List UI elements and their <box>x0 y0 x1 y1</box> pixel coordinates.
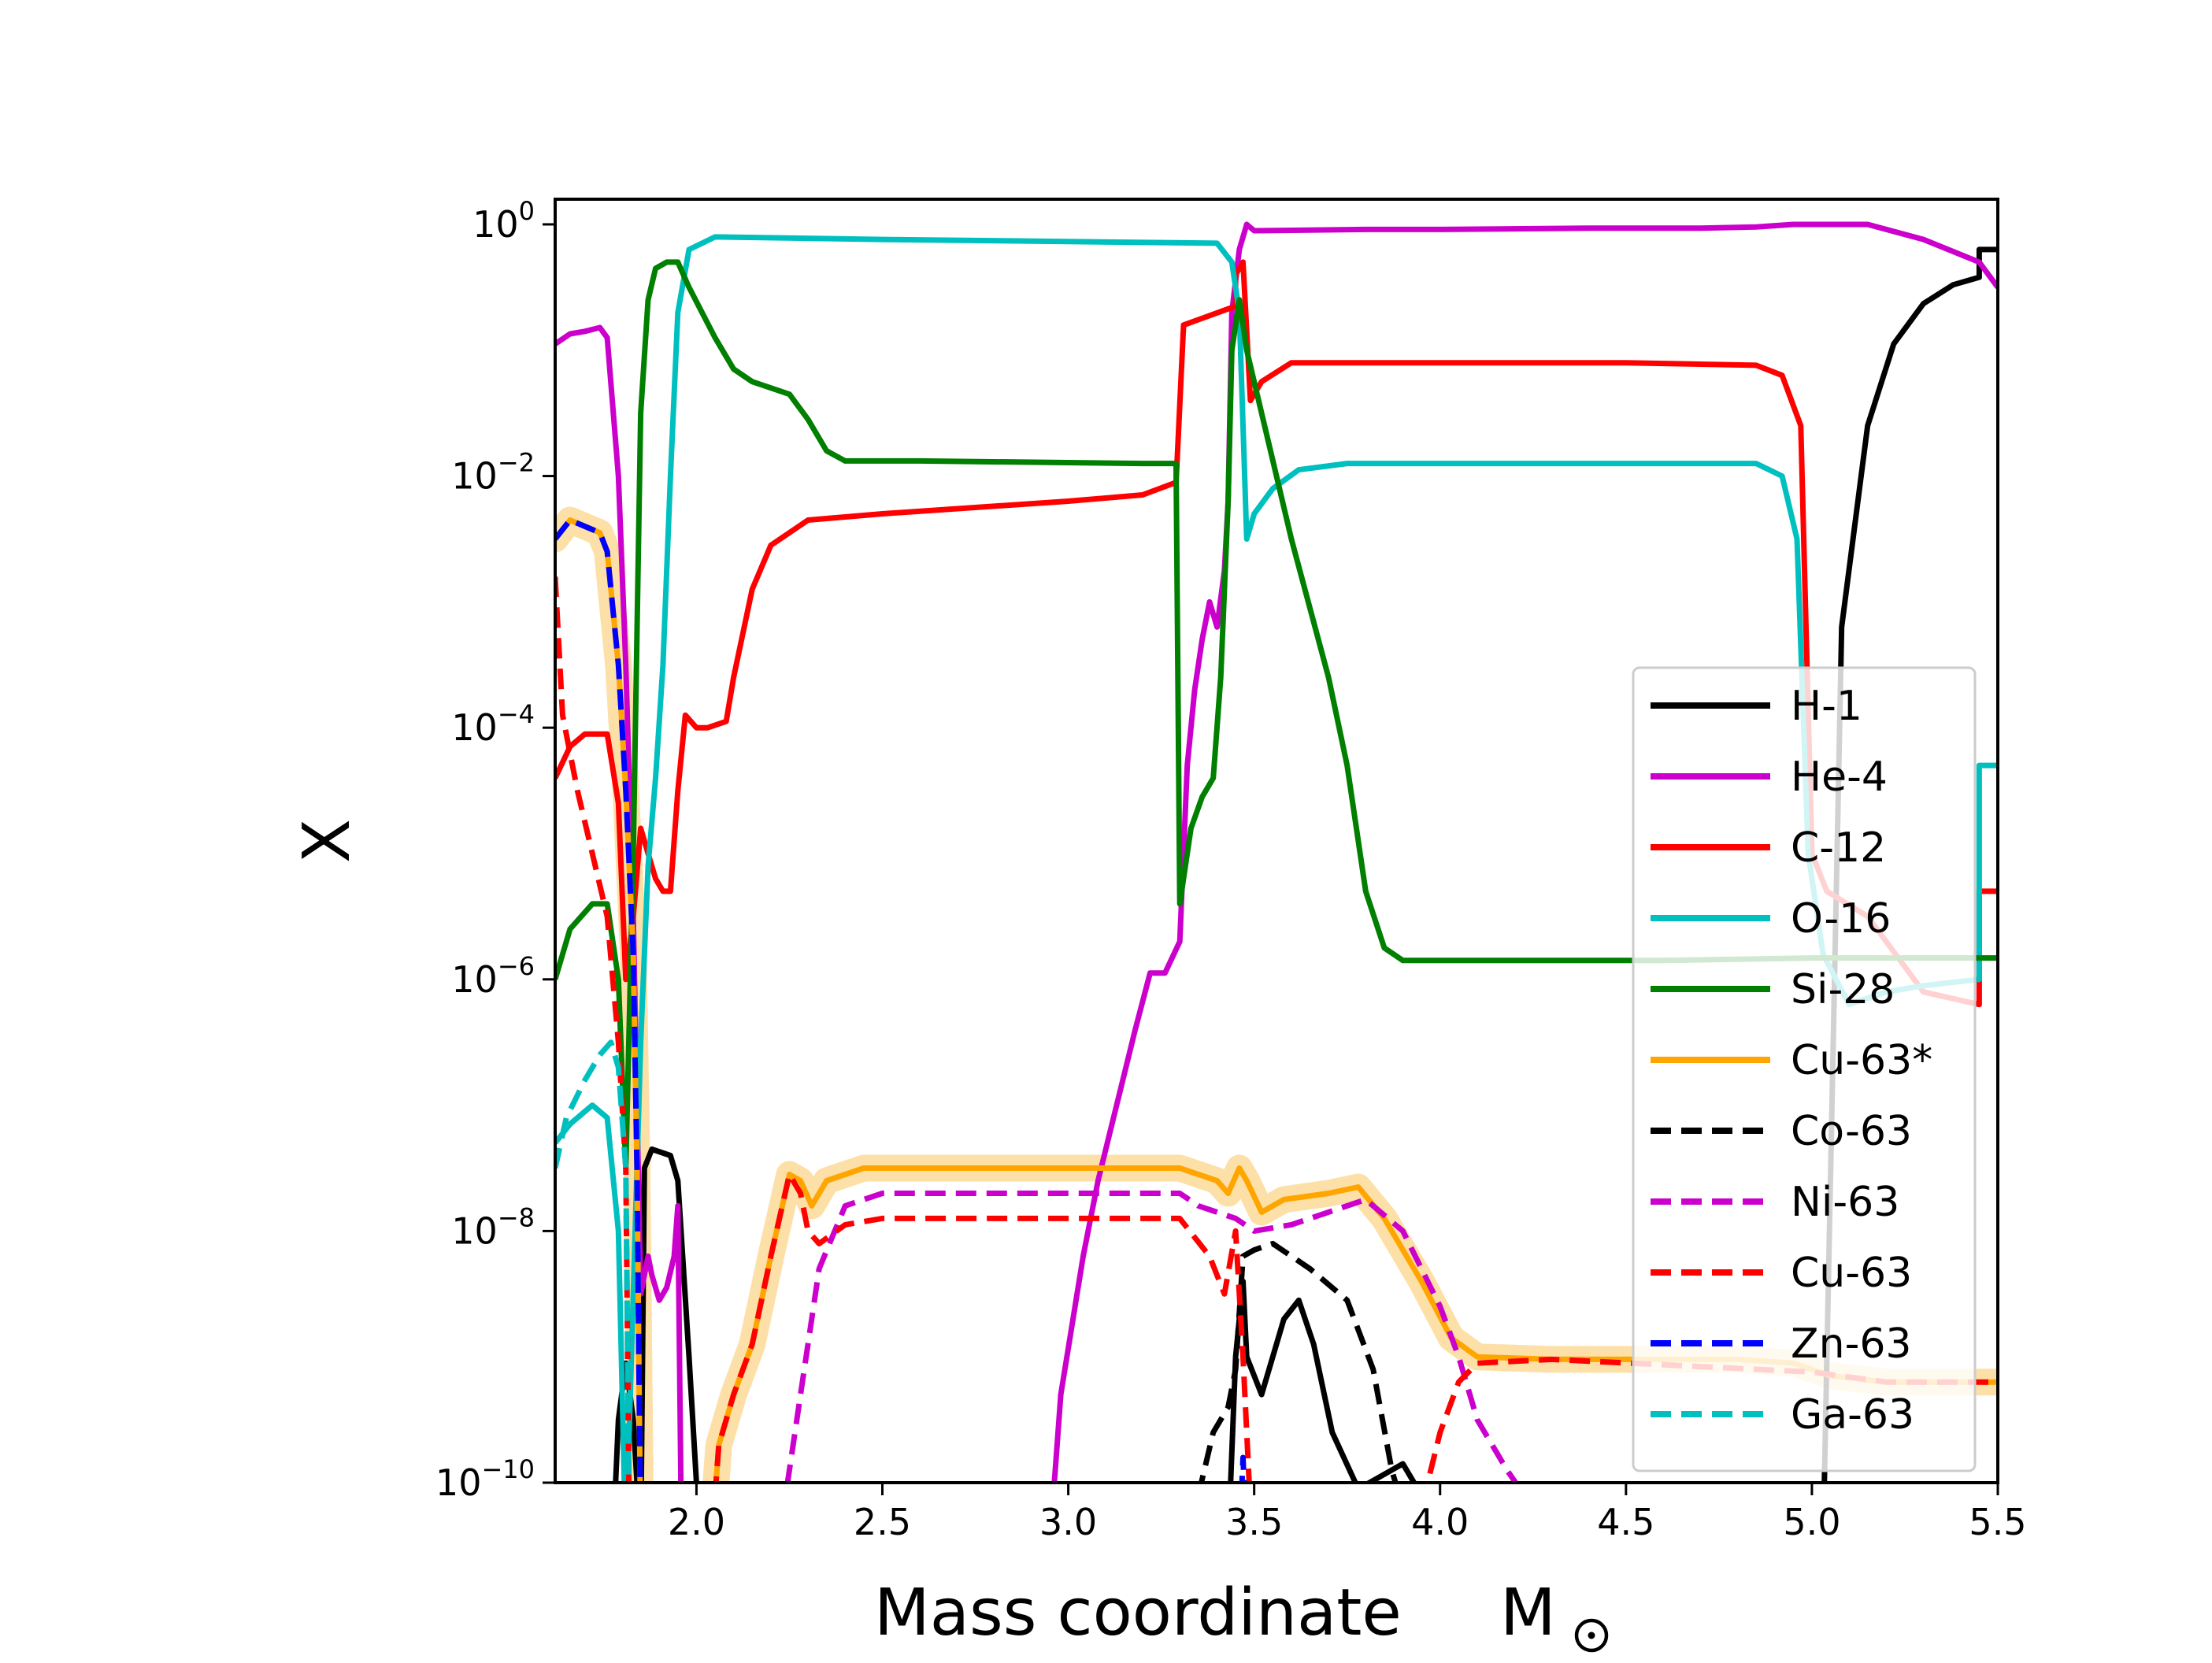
x-axis-ticks: 2.0 2.5 3.0 3.5 4.0 4.5 5.0 5.5 <box>668 1483 2027 1543</box>
x-tick-label: 4.0 <box>1411 1501 1469 1543</box>
legend-label: O-16 <box>1791 895 1891 943</box>
x-tick-label: 5.5 <box>1969 1501 2026 1543</box>
x-tick-label: 4.5 <box>1597 1501 1654 1543</box>
y-tick-label: 10−8 <box>451 1202 535 1252</box>
legend-label: C-12 <box>1791 824 1886 872</box>
x-tick-label: 3.5 <box>1225 1501 1283 1543</box>
legend-label: H-1 <box>1791 683 1862 730</box>
x-axis-title-text: Mass coordinate <box>874 1576 1402 1650</box>
y-tick-label: 100 <box>472 196 535 246</box>
legend-label: Ni-63 <box>1791 1179 1899 1226</box>
legend-label: Cu-63 <box>1791 1250 1912 1297</box>
y-tick-label: 10−6 <box>451 951 535 1001</box>
legend-label: Ga-63 <box>1791 1391 1914 1439</box>
series-line-cu-63 <box>555 576 1998 1483</box>
x-tick-label: 3.0 <box>1039 1501 1097 1543</box>
x-tick-label: 2.5 <box>854 1501 911 1543</box>
plot-frame <box>554 198 1999 1484</box>
legend-label: Si-28 <box>1791 966 1895 1013</box>
y-tick-label: 10−10 <box>435 1454 535 1504</box>
series-line-h-1 <box>613 246 1998 1483</box>
x-tick-label: 5.0 <box>1783 1501 1840 1543</box>
y-axis-title: X <box>290 819 365 863</box>
x-axis-unit: M <box>1500 1576 1556 1650</box>
legend: H-1 He-4 C-12 O-16 Si-28 Cu-63* Co-63 Ni-63 Cu-6… <box>1632 666 1977 1472</box>
series-line-c-12 <box>555 259 1998 1008</box>
x-tick-label: 2.0 <box>668 1501 725 1543</box>
series-line-ni-63 <box>784 1191 1519 1483</box>
series-line-co-63 <box>1198 1240 1399 1483</box>
series-line-ga-63 <box>555 1039 632 1483</box>
series-layer <box>555 221 1998 1483</box>
y-axis-ticks: 100 10−2 10−4 10−6 10−8 10−10 <box>435 196 555 1504</box>
series-line-zn-63 <box>555 517 1247 1483</box>
legend-label: Zn-63 <box>1791 1320 1912 1368</box>
legend-label: He-4 <box>1791 754 1888 801</box>
legend-label: Cu-63* <box>1791 1037 1932 1084</box>
x-axis-title: Mass coordinate <box>874 1576 1402 1650</box>
y-tick-label: 10−4 <box>451 699 535 749</box>
legend-label: Co-63 <box>1791 1108 1912 1155</box>
y-tick-label: 10−2 <box>451 448 535 498</box>
series-line-si-28 <box>555 259 1998 1171</box>
solar-mass-symbol-icon <box>1574 1618 1609 1653</box>
